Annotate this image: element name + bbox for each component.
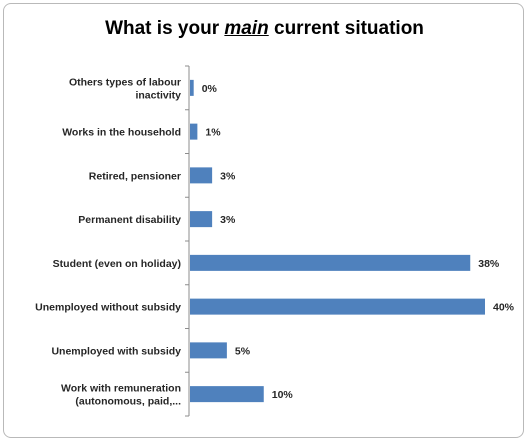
title-part-emphasis: main <box>224 18 269 39</box>
value-label: 1% <box>205 127 221 139</box>
value-label: 38% <box>478 258 500 270</box>
category-label: Work with remuneration (autonomous, paid,… <box>61 383 181 408</box>
chart-frame <box>3 3 524 438</box>
category-label: Retired, pensioner <box>89 170 181 182</box>
bar <box>190 298 485 315</box>
bar <box>190 342 227 359</box>
value-label: 40% <box>493 302 515 314</box>
bar <box>190 167 213 184</box>
value-label: 3% <box>220 170 236 182</box>
bar <box>190 211 213 228</box>
category-label: Permanent disability <box>78 214 181 226</box>
title-part-1: What is your <box>105 18 225 39</box>
title-part-3: current situation <box>268 18 424 39</box>
value-label: 0% <box>202 83 218 95</box>
chart-title: What is your main current situation <box>0 18 529 40</box>
value-label: 10% <box>272 389 294 401</box>
category-label: Unemployed without subsidy <box>35 302 181 314</box>
value-label: 3% <box>220 214 236 226</box>
category-label: Student (even on holiday) <box>53 258 181 270</box>
category-label: Others types of labour inactivity <box>69 76 181 101</box>
category-label: Unemployed with subsidy <box>51 345 181 357</box>
bar <box>190 254 471 271</box>
bar <box>190 79 194 96</box>
bar <box>190 123 198 140</box>
category-label: Works in the household <box>62 127 181 139</box>
bar <box>190 386 264 403</box>
value-label: 5% <box>235 345 251 357</box>
